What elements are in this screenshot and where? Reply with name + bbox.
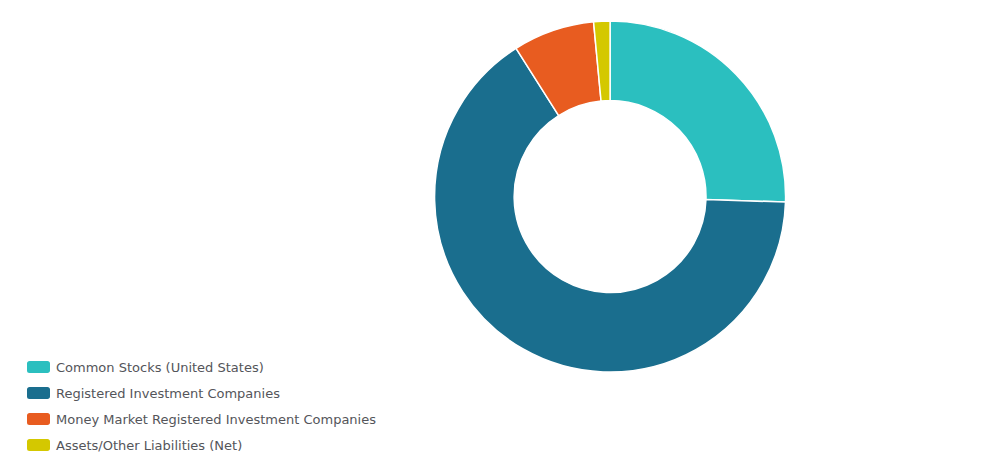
svg-text:Assets/Other Liabilities (Net): Assets/Other Liabilities (Net)	[56, 438, 242, 453]
svg-text:Money Market Registered Invest: Money Market Registered Investment Compa…	[56, 412, 376, 427]
svg-text:Common Stocks (United States): Common Stocks (United States)	[56, 360, 264, 375]
svg-text:Registered Investment Companie: Registered Investment Companies	[56, 386, 280, 401]
